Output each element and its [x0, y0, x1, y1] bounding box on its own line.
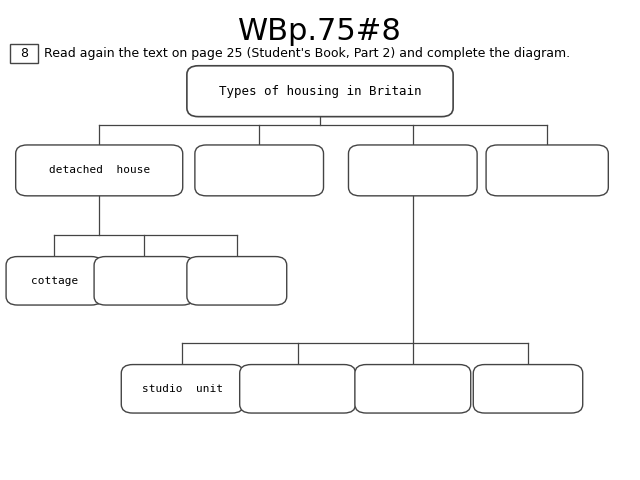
- FancyBboxPatch shape: [355, 365, 471, 413]
- Text: Read again the text on page 25 (Student's Book, Part 2) and complete the diagram: Read again the text on page 25 (Student'…: [44, 47, 570, 60]
- Text: detached  house: detached house: [49, 166, 150, 175]
- Text: 8: 8: [20, 47, 28, 60]
- FancyBboxPatch shape: [187, 257, 287, 305]
- FancyBboxPatch shape: [15, 145, 183, 196]
- FancyBboxPatch shape: [10, 44, 38, 63]
- FancyBboxPatch shape: [195, 145, 324, 196]
- FancyBboxPatch shape: [94, 257, 194, 305]
- FancyBboxPatch shape: [474, 365, 583, 413]
- Text: cottage: cottage: [31, 276, 78, 286]
- Text: WBp.75#8: WBp.75#8: [238, 17, 402, 46]
- FancyBboxPatch shape: [6, 257, 102, 305]
- FancyBboxPatch shape: [122, 365, 243, 413]
- FancyBboxPatch shape: [349, 145, 477, 196]
- Text: studio  unit: studio unit: [142, 384, 223, 394]
- FancyBboxPatch shape: [240, 365, 356, 413]
- Text: Types of housing in Britain: Types of housing in Britain: [219, 84, 421, 98]
- FancyBboxPatch shape: [486, 145, 608, 196]
- FancyBboxPatch shape: [187, 66, 453, 117]
